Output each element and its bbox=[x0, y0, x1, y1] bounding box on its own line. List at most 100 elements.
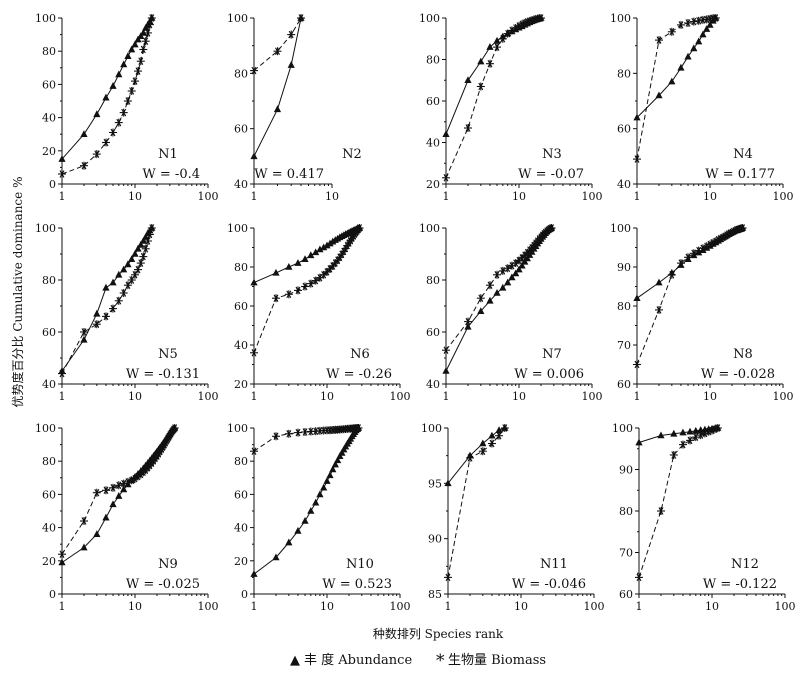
w-statistic: W = 0.417 bbox=[254, 167, 324, 182]
abundance-point bbox=[115, 270, 123, 278]
biomass-point bbox=[250, 447, 258, 456]
abundance-point bbox=[131, 40, 139, 48]
biomass-point bbox=[145, 20, 154, 29]
abundance-point bbox=[273, 105, 282, 113]
biomass-point bbox=[713, 424, 722, 432]
x-tick-label: 1 bbox=[443, 190, 450, 203]
biomass-point bbox=[655, 36, 663, 45]
biomass-point bbox=[464, 124, 472, 132]
biomass-point bbox=[119, 479, 128, 488]
abundance-point bbox=[285, 263, 293, 270]
biomass-point bbox=[58, 550, 66, 559]
x-tick-label: 1 bbox=[59, 600, 66, 613]
abundance-point bbox=[316, 245, 324, 253]
abundance-point bbox=[512, 269, 520, 277]
abundance-point bbox=[120, 485, 128, 493]
y-tick-label: 80 bbox=[234, 67, 248, 80]
biomass-point bbox=[287, 30, 296, 39]
panel-label: N4 bbox=[733, 147, 753, 162]
x-tick-label: 1 bbox=[59, 190, 66, 203]
panel-label: N8 bbox=[733, 347, 753, 362]
biomass-point bbox=[684, 253, 692, 262]
abundance-point bbox=[695, 37, 703, 45]
biomass-point bbox=[80, 161, 88, 170]
x-tick-label: 100 bbox=[198, 600, 219, 613]
x-tick-label: 10 bbox=[512, 390, 526, 403]
biomass-point bbox=[667, 270, 676, 279]
abundance-point bbox=[677, 63, 685, 71]
abundance-point bbox=[657, 431, 665, 439]
biomass-point bbox=[250, 348, 258, 357]
abundance-point bbox=[486, 296, 494, 304]
abundance-point bbox=[109, 500, 117, 508]
abundance-point bbox=[479, 439, 487, 447]
biomass-point bbox=[354, 424, 363, 432]
biomass-point bbox=[655, 305, 663, 314]
biomass-point bbox=[493, 270, 501, 279]
abundance-point bbox=[655, 91, 663, 99]
abundance-point bbox=[326, 471, 334, 479]
abundance-point bbox=[329, 465, 337, 473]
abundance-point bbox=[109, 278, 117, 286]
abundance-point bbox=[493, 36, 501, 44]
biomass-point bbox=[139, 252, 148, 261]
biomass-point bbox=[92, 320, 101, 329]
abundance-point bbox=[128, 45, 136, 53]
panel-N7: 40 60 80 100 1 10 100 N7 W = 0.006 bbox=[419, 222, 603, 403]
biomass-point bbox=[58, 369, 66, 378]
y-tick-label: 40 bbox=[617, 178, 631, 191]
abundance-point bbox=[120, 265, 128, 273]
x-tick-label: 10 bbox=[703, 190, 717, 203]
abundance-point bbox=[250, 570, 258, 577]
x-tick-label: 10 bbox=[320, 390, 334, 403]
abundance-point bbox=[518, 261, 526, 269]
panel-N10: 0 20 40 60 80 100 1 10 100 N10 W = 0.523 bbox=[227, 422, 411, 613]
abundance-point bbox=[102, 513, 110, 521]
abundance-point bbox=[301, 516, 309, 524]
biomass-point bbox=[80, 517, 88, 525]
y-tick-label: 0 bbox=[49, 588, 56, 601]
biomass-point bbox=[677, 259, 685, 268]
biomass-point bbox=[689, 249, 698, 258]
biomass-point bbox=[134, 265, 142, 274]
biomass-point bbox=[633, 155, 641, 164]
y-tick-label: 60 bbox=[42, 488, 56, 501]
biomass-point bbox=[355, 224, 364, 232]
abundance-point bbox=[250, 152, 258, 160]
abundance-point bbox=[668, 77, 676, 85]
w-statistic: W = -0.26 bbox=[326, 367, 392, 382]
y-tick-label: 85 bbox=[428, 588, 442, 601]
panel-N9: 0 20 40 60 80 100 1 10 100 N9 W = -0.025 bbox=[35, 422, 219, 613]
abundance-point bbox=[477, 307, 485, 314]
y-tick-label: 100 bbox=[227, 422, 248, 435]
y-tick-label: 20 bbox=[234, 555, 248, 568]
abundance-point bbox=[323, 241, 331, 249]
biomass-point bbox=[669, 451, 678, 459]
abundance-point bbox=[93, 309, 101, 317]
abundance-point bbox=[272, 268, 280, 276]
y-tick-label: 80 bbox=[426, 54, 440, 67]
y-tick-label: 100 bbox=[227, 222, 248, 235]
biomass-point bbox=[635, 573, 643, 582]
biomass-point bbox=[143, 237, 152, 245]
abundance-point bbox=[139, 237, 147, 244]
biomass-point bbox=[684, 19, 692, 27]
biomass-point bbox=[80, 328, 88, 336]
w-statistic: W = -0.028 bbox=[701, 367, 775, 382]
biomass-point bbox=[114, 118, 123, 127]
y-tick-label: 20 bbox=[426, 178, 440, 191]
y-tick-label: 60 bbox=[617, 123, 631, 136]
abundance-line bbox=[253, 17, 302, 157]
y-tick-label: 20 bbox=[234, 378, 248, 391]
abundance-point bbox=[331, 460, 339, 468]
y-tick-label: 0 bbox=[241, 588, 248, 601]
legend-biomass-label: 生物量 Biomass bbox=[448, 653, 546, 668]
abundance-point bbox=[464, 322, 472, 330]
abundance-point bbox=[80, 130, 88, 137]
y-tick-label: 60 bbox=[426, 326, 440, 339]
abundance-point bbox=[307, 507, 315, 514]
abundance-point bbox=[706, 20, 714, 28]
abundance-point bbox=[115, 70, 123, 78]
